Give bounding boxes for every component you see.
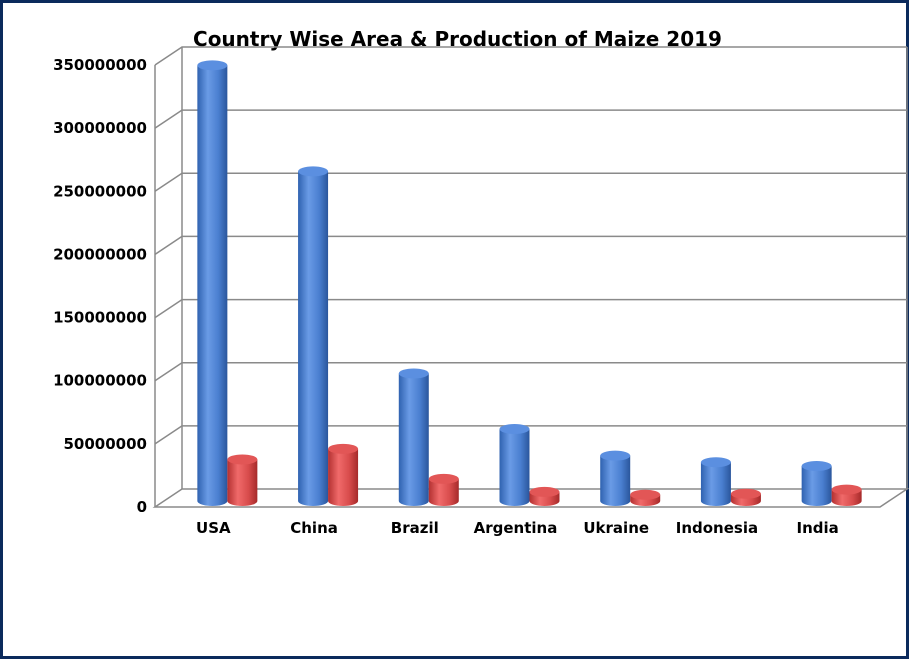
y-tick-label: 250000000 (53, 182, 147, 200)
x-tick-label: India (797, 519, 839, 537)
bar-body (700, 462, 731, 507)
gridline (154, 172, 907, 192)
bar-body (428, 478, 459, 507)
x-tick-label: China (290, 519, 338, 537)
bar-top (428, 473, 459, 484)
y-tick-label: 350000000 (53, 56, 147, 74)
bar-top (529, 486, 560, 497)
bar-top (328, 443, 359, 454)
x-tick-label: Indonesia (676, 519, 758, 537)
bar-body (227, 459, 258, 507)
bar-top (730, 488, 761, 499)
bar-body (328, 448, 359, 507)
bar-top (197, 60, 228, 71)
bar (298, 166, 329, 507)
x-tick-label: Brazil (391, 519, 439, 537)
gridlines (154, 46, 907, 445)
bar-body (398, 373, 429, 507)
bar-body (499, 429, 530, 507)
x-tick-label: Ukraine (583, 519, 649, 537)
bar (730, 488, 761, 507)
bar-body (600, 455, 631, 507)
bar-top (298, 166, 329, 177)
bar-top (801, 461, 832, 472)
gridline (154, 361, 907, 382)
y-tick-label: 150000000 (53, 309, 147, 327)
gridline (154, 46, 907, 66)
bars (197, 60, 862, 507)
floor (152, 488, 909, 508)
bar (529, 486, 560, 507)
bar (197, 60, 228, 507)
x-axis-ticks: USA China Brazil Argentina Ukraine Indonesia I… (196, 519, 839, 537)
bar (700, 457, 731, 507)
y-tick-label: 50000000 (64, 435, 148, 453)
gridline (154, 235, 907, 256)
bar-body (197, 65, 228, 507)
x-tick-label: Argentina (474, 519, 558, 537)
bar-top (630, 489, 661, 500)
chart-walls (152, 47, 909, 508)
y-tick-label: 200000000 (53, 245, 147, 263)
bar (630, 489, 661, 507)
bar-top (398, 368, 429, 379)
y-tick-label: 100000000 (53, 372, 147, 390)
y-axis-ticks: 0 50000000 100000000 150000000 200000000 2500… (53, 56, 147, 516)
y-tick-label: 0 (137, 498, 147, 516)
x-tick-label: USA (196, 519, 231, 537)
bar (398, 368, 429, 507)
bar (227, 454, 258, 507)
bar-body (298, 171, 329, 507)
bar-top (831, 484, 862, 495)
bar-top (700, 457, 731, 468)
gridline (154, 109, 907, 129)
bar (600, 450, 631, 507)
bar (801, 461, 832, 507)
bar (831, 484, 862, 507)
bar-top (227, 454, 258, 465)
bar (499, 424, 530, 507)
gridline (154, 298, 907, 319)
bar-top (600, 450, 631, 461)
bar (328, 443, 359, 507)
gridline (154, 425, 907, 445)
y-tick-label: 300000000 (53, 119, 147, 137)
bar (428, 473, 459, 507)
bar-body (801, 466, 832, 507)
bar-top (499, 424, 530, 435)
